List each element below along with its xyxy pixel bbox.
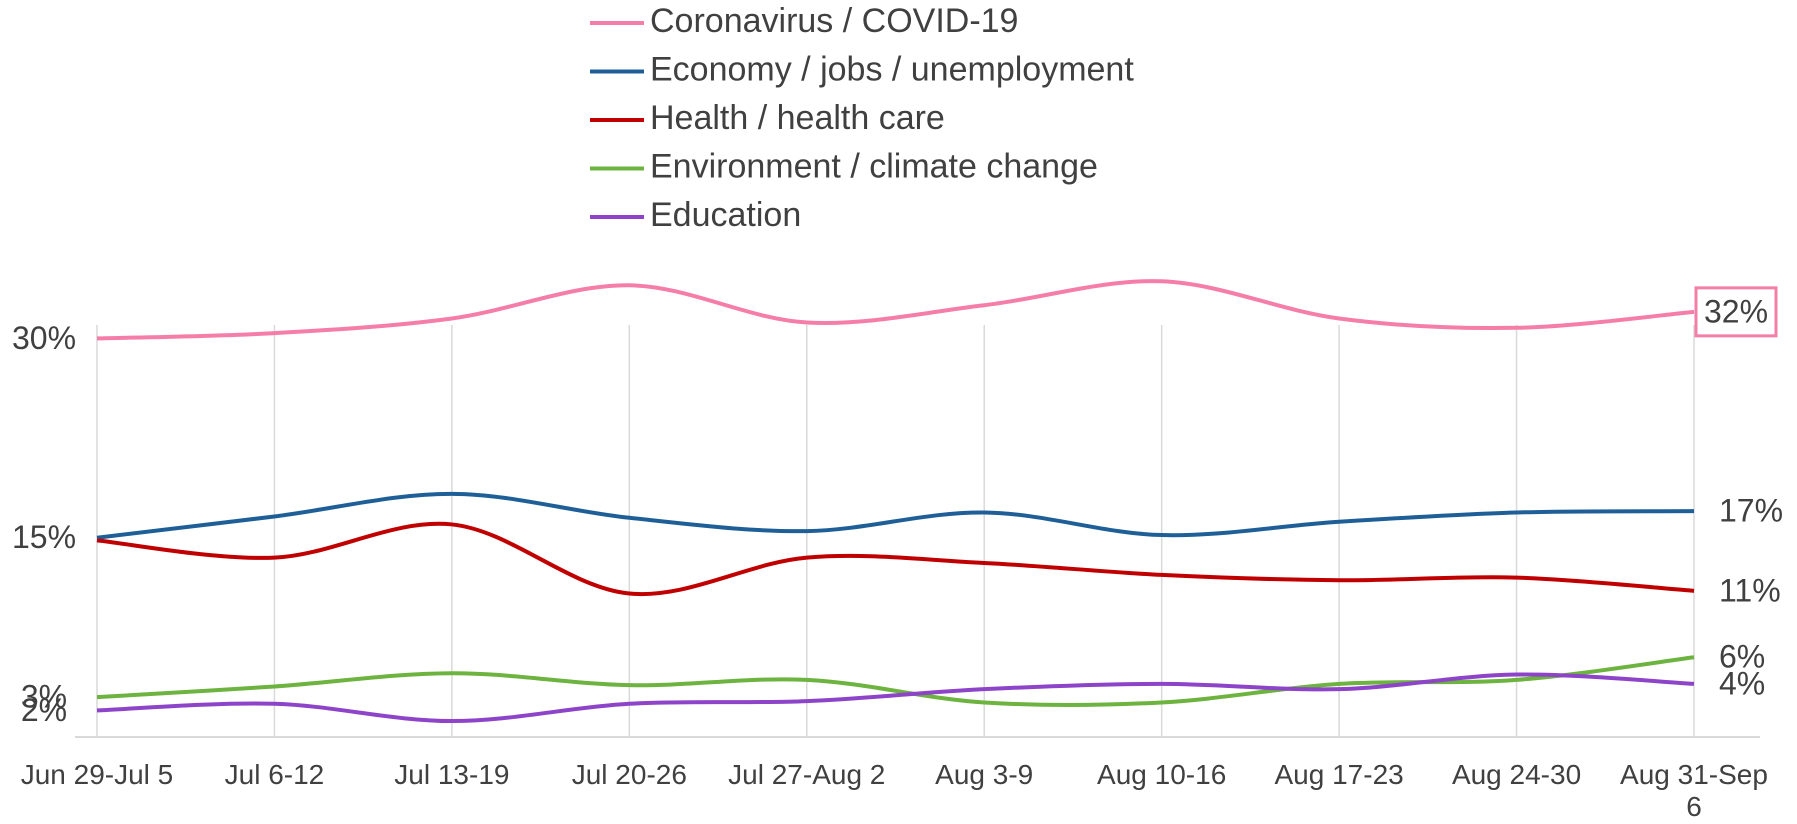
data-label: 6% [1719, 639, 1765, 675]
x-tick-label: Aug 24-30 [1451, 759, 1582, 790]
series-line [96, 491, 1695, 540]
x-tick-label: Jul 20-26 [571, 759, 687, 790]
series-line [96, 521, 1695, 597]
legend-label: Coronavirus / COVID-19 [650, 2, 1018, 40]
series-line [96, 672, 1695, 724]
legend-label: Economy / jobs / unemployment [650, 50, 1134, 88]
x-tick-label: Aug 17-23 [1274, 759, 1404, 790]
data-label: 15% [12, 519, 76, 555]
data-label: 11% [1719, 572, 1781, 608]
legend-label: Health / health care [650, 99, 945, 137]
label-box [1694, 286, 1778, 338]
data-label: 3% [21, 679, 67, 715]
x-tick-label: Jun 29-Jul 5 [20, 759, 174, 790]
series-line [96, 655, 1695, 708]
series-line [96, 279, 1695, 341]
x-tick-label: Aug 3-9 [935, 759, 1034, 790]
data-label: 17% [1719, 493, 1783, 529]
x-tick-label: Aug 10-16 [1097, 759, 1227, 790]
data-label: 30% [12, 320, 76, 356]
data-label: 2% [21, 692, 67, 728]
x-tick-label: Jul 6-12 [224, 759, 325, 790]
data-label: 32% [1704, 293, 1768, 329]
x-tick-label: Jul 27-Aug 2 [728, 759, 886, 790]
legend-label: Environment / climate change [650, 147, 1098, 185]
x-tick-label: Aug 31-Sep 6 [1620, 759, 1768, 822]
data-label: 4% [1719, 665, 1765, 701]
legend-label: Education [650, 196, 801, 234]
x-tick-label: Jul 13-19 [394, 759, 510, 790]
